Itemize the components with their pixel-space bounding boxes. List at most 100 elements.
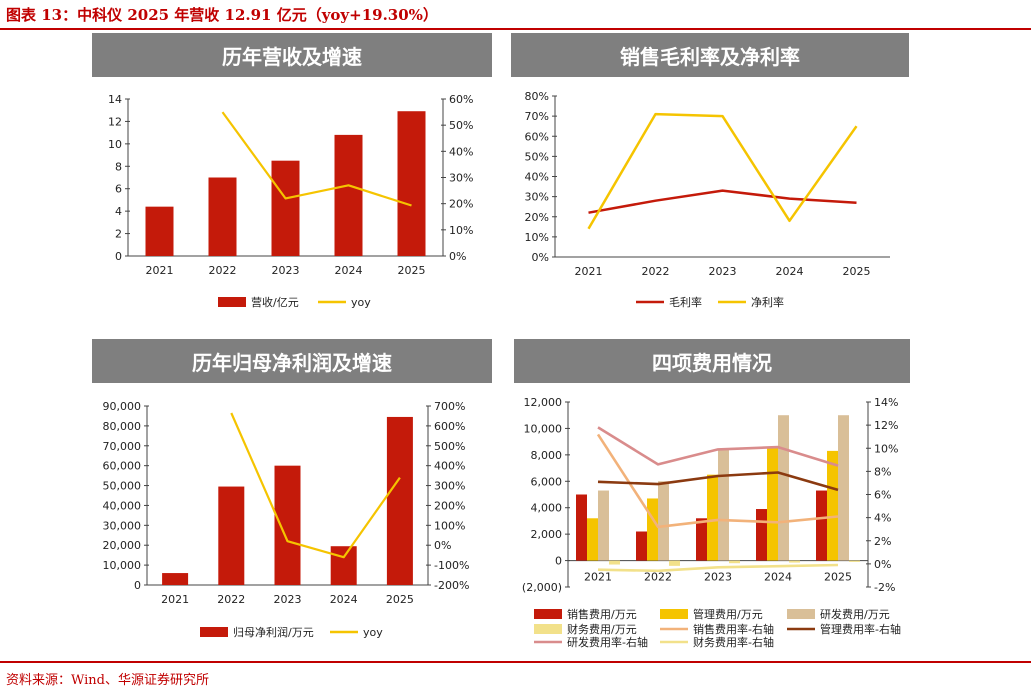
expenses-left-tick-label: 6,000 xyxy=(531,475,563,488)
expenses-left-tick-label: 0 xyxy=(555,555,562,568)
margin-category-label: 2021 xyxy=(575,265,603,278)
margin-category-label: 2022 xyxy=(642,265,670,278)
margin-left-tick-label: 70% xyxy=(525,110,549,123)
expenses-rate-line xyxy=(597,563,839,573)
revenue-category-label: 2021 xyxy=(146,264,174,277)
netprofit-left-tick-label: 60,000 xyxy=(103,460,142,473)
netprofit-left-tick-label: 40,000 xyxy=(103,499,142,512)
expenses-right-tick-label: 8% xyxy=(874,465,891,478)
expenses-legend-rd-rate-label: 研发费用率-右轴 xyxy=(567,635,648,649)
netprofit-chart-title: 历年归母净利润及增速 xyxy=(92,339,492,383)
expenses-legend-admin-swatch xyxy=(660,609,688,619)
netprofit-category-label: 2024 xyxy=(330,593,358,606)
expenses-legend-finance-rate-label: 财务费用率-右轴 xyxy=(693,635,774,649)
expenses-bar xyxy=(827,450,838,561)
expenses-left-tick-label: 10,000 xyxy=(524,422,563,435)
margin-legend-gross-label: 毛利率 xyxy=(669,295,702,309)
expenses-right-tick-label: 2% xyxy=(874,535,891,548)
revenue-bar xyxy=(145,206,174,256)
expenses-category-label: 2024 xyxy=(764,571,792,584)
netprofit-left-tick-label: 10,000 xyxy=(103,559,142,572)
netprofit-right-tick-label: 0% xyxy=(434,539,451,552)
netprofit-left-tick-label: 50,000 xyxy=(103,480,142,493)
expenses-right-tick-label: 0% xyxy=(874,558,891,571)
margin-category-label: 2023 xyxy=(709,265,737,278)
netprofit-category-label: 2021 xyxy=(161,593,189,606)
expenses-left-tick-label: 2,000 xyxy=(531,528,563,541)
expenses-left-tick-label: 12,000 xyxy=(524,396,563,409)
expenses-bar xyxy=(838,415,849,561)
margin-category-label: 2025 xyxy=(843,265,871,278)
revenue-right-tick-label: 60% xyxy=(449,93,473,106)
revenue-category-label: 2025 xyxy=(398,264,426,277)
expenses-bar xyxy=(636,531,647,561)
expenses-left-tick-label: (2,000) xyxy=(522,581,562,594)
revenue-legend-line-label: yoy xyxy=(351,296,371,309)
netprofit-bar xyxy=(330,546,357,585)
expenses-chart-title: 四项费用情况 xyxy=(514,339,910,383)
netprofit-left-tick-label: 20,000 xyxy=(103,539,142,552)
netprofit-bar xyxy=(162,573,189,585)
source-note: 资料来源：Wind、华源证券研究所 xyxy=(6,673,209,688)
revenue-legend-bar-swatch xyxy=(218,297,246,307)
expenses-bar xyxy=(849,560,860,562)
revenue-left-tick-label: 8 xyxy=(115,160,122,173)
margin-gross-line xyxy=(588,189,857,214)
netprofit-left-tick-label: 0 xyxy=(134,579,141,592)
margin-left-tick-label: 30% xyxy=(525,191,549,204)
expenses-bar xyxy=(609,560,620,565)
netprofit-right-tick-label: 500% xyxy=(434,440,465,453)
netprofit-right-tick-label: 300% xyxy=(434,480,465,493)
expenses-bar xyxy=(729,560,740,564)
margin-net-line xyxy=(587,112,858,230)
expenses-bar xyxy=(587,518,598,561)
expenses-rate-line xyxy=(597,471,839,492)
margin-left-tick-label: 60% xyxy=(525,130,549,143)
expenses-bar xyxy=(576,494,587,561)
netprofit-right-tick-label: 400% xyxy=(434,460,465,473)
expenses-right-tick-label: 12% xyxy=(874,419,898,432)
revenue-right-tick-label: 0% xyxy=(449,250,466,263)
expenses-rate-line xyxy=(596,433,839,529)
netprofit-right-tick-label: 700% xyxy=(434,400,465,413)
netprofit-legend-bar-label: 归母净利润/万元 xyxy=(233,625,314,639)
revenue-left-tick-label: 0 xyxy=(115,250,122,263)
netprofit-category-label: 2025 xyxy=(386,593,414,606)
revenue-legend-bar-label: 营收/亿元 xyxy=(251,295,299,309)
revenue-yoy-line xyxy=(221,111,412,207)
expenses-left-tick-label: 4,000 xyxy=(531,502,563,515)
revenue-bar xyxy=(334,134,363,256)
expenses-legend-admin-rate-label: 管理费用率-右轴 xyxy=(820,622,901,636)
expenses-right-tick-label: 10% xyxy=(874,442,898,455)
expenses-legend-admin-label: 管理费用/万元 xyxy=(693,607,763,621)
margin-chart-title: 销售毛利率及净利率 xyxy=(511,33,909,77)
revenue-right-tick-label: 40% xyxy=(449,145,473,158)
expenses-bar xyxy=(696,518,707,561)
expenses-legend-finance-swatch xyxy=(534,624,562,634)
netprofit-bar xyxy=(274,465,301,585)
expenses-category-label: 2023 xyxy=(704,571,732,584)
revenue-right-tick-label: 30% xyxy=(449,172,473,185)
margin-left-tick-label: 50% xyxy=(525,150,549,163)
expenses-category-label: 2025 xyxy=(824,571,852,584)
revenue-category-label: 2024 xyxy=(335,264,363,277)
margin-left-tick-label: 80% xyxy=(525,90,549,103)
netprofit-left-tick-label: 30,000 xyxy=(103,519,142,532)
top-divider xyxy=(0,28,1031,30)
expenses-legend-finance-label: 财务费用/万元 xyxy=(567,622,637,636)
expenses-legend-sales-swatch xyxy=(534,609,562,619)
expenses-bar xyxy=(718,449,729,561)
revenue-left-tick-label: 14 xyxy=(108,93,122,106)
revenue-left-tick-label: 12 xyxy=(108,115,122,128)
revenue-bar xyxy=(271,160,300,256)
netprofit-legend-line-label: yoy xyxy=(363,626,383,639)
revenue-left-tick-label: 2 xyxy=(115,228,122,241)
expenses-legend-sales-label: 销售费用/万元 xyxy=(567,607,637,621)
netprofit-left-tick-label: 90,000 xyxy=(103,400,142,413)
netprofit-left-tick-label: 80,000 xyxy=(103,420,142,433)
margin-left-tick-label: 0% xyxy=(532,251,549,264)
expenses-bar xyxy=(756,509,767,561)
netprofit-category-label: 2023 xyxy=(274,593,302,606)
margin-left-tick-label: 40% xyxy=(525,171,549,184)
